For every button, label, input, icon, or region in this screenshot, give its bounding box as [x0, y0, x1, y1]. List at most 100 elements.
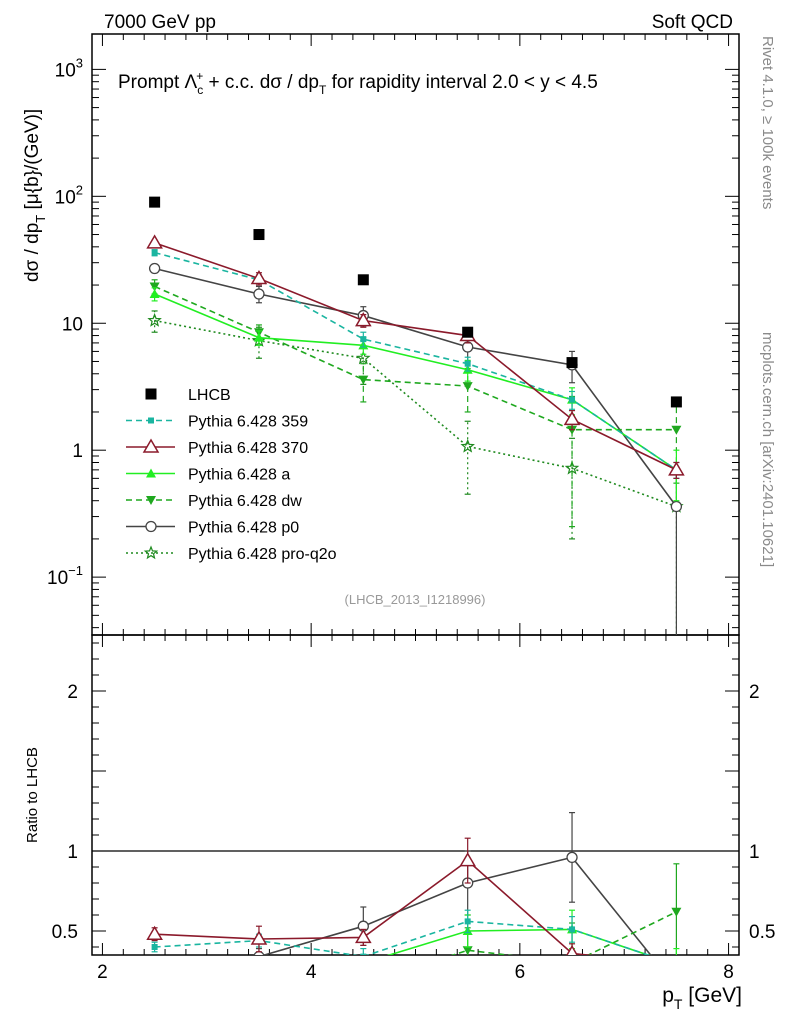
y-tick-base: 10 — [55, 187, 76, 208]
ratio-point — [150, 972, 160, 981]
energy-label: 7000 GeV pp — [104, 12, 216, 33]
series-line — [154, 319, 677, 508]
ratio-tick-label: 0.5 — [52, 922, 78, 943]
main-data-layer — [146, 196, 685, 635]
legend-label: Pythia 6.428 dw — [188, 493, 302, 510]
legend-label: Pythia 6.428 a — [188, 467, 290, 484]
legend-marker — [142, 438, 160, 453]
y-tick-label: 10−1 — [47, 563, 83, 589]
ratio-point — [569, 926, 576, 933]
data-point — [148, 262, 161, 275]
ratio-tick-label: 1 — [67, 842, 78, 863]
y-axis-label: dσ / dpT [μ{b}/(GeV)] — [22, 109, 48, 282]
ratio-point — [355, 928, 372, 944]
data-point — [355, 312, 372, 327]
series-line — [154, 285, 677, 431]
ratio-point — [253, 950, 265, 955]
y-tick-base: 10 — [55, 60, 76, 81]
legend-entry: Pythia 6.428 dw — [126, 493, 302, 510]
ratio-point — [671, 907, 682, 917]
ratio-tick-label: 2 — [749, 682, 760, 703]
ratio-point — [253, 981, 264, 992]
ratio-point — [360, 953, 367, 955]
ratio-line — [154, 859, 595, 955]
data-point — [147, 312, 162, 327]
x-tick-label: 8 — [723, 962, 734, 983]
ratio-point — [567, 959, 577, 968]
ratio-series-pythia-6-428-dw — [150, 863, 682, 990]
y-tick-exp: −1 — [68, 563, 83, 578]
x-tick-label: 4 — [306, 962, 317, 983]
series-pythia-6-428-dw — [149, 279, 682, 528]
x-tick-label: 6 — [515, 962, 526, 983]
legend-entry: Pythia 6.428 p0 — [126, 520, 299, 537]
y-tick-label: 102 — [55, 182, 83, 208]
ratio-series-pythia-6-428-359 — [151, 909, 651, 955]
ratio-point — [149, 986, 160, 997]
ratio-point — [358, 967, 369, 978]
y-label-main: dσ / dp — [22, 223, 43, 282]
ratio-series-pythia-6-428-p0 — [150, 811, 652, 968]
ratio-series-pythia-6-428-pro-q2o — [149, 960, 682, 1010]
data-point — [358, 375, 369, 385]
ratio-series-pythia-6-428-370 — [146, 837, 683, 970]
data-point — [357, 274, 369, 286]
legend-marker — [143, 545, 159, 560]
data-point — [460, 438, 475, 453]
legend-label: LHCB — [188, 387, 231, 404]
ratio-point — [462, 946, 473, 955]
x-label-unit: [GeV] — [682, 984, 742, 1007]
ratio-line — [155, 973, 677, 992]
main-panel-frame — [91, 33, 740, 636]
data-point — [671, 425, 682, 435]
rivet-label: Rivet 4.1.0, ≥ 100k events — [759, 36, 776, 209]
title-sub: c — [197, 83, 203, 97]
mcplots-label: mcplots.cern.ch [arXiv:2401.10621] — [759, 332, 776, 567]
legend: LHCB Pythia 6.428 359 Pythia 6.428 370 Pyth… — [126, 387, 337, 563]
series-line — [154, 242, 677, 471]
legend-entry: Pythia 6.428 a — [126, 467, 290, 484]
y-tick-label: 10 — [62, 314, 83, 335]
category-label: Soft QCD — [652, 12, 733, 33]
y-tick-exp: 2 — [76, 182, 83, 197]
ratio-point — [250, 930, 268, 945]
ratio-point — [464, 918, 471, 925]
legend-label: Pythia 6.428 359 — [188, 414, 308, 431]
data-point — [464, 360, 471, 367]
y-tick-base: 10 — [47, 568, 68, 589]
series-line — [154, 251, 677, 471]
title-prefix: Prompt Λ — [118, 72, 198, 93]
data-point — [462, 382, 473, 392]
ratio-axis-ticks: 2 4 6 8 0.5 0.5 1 1 2 2 — [52, 635, 775, 983]
title-sup: + — [196, 69, 203, 83]
y-tick-label: 1 — [72, 441, 83, 462]
ratio-point — [358, 958, 368, 967]
ratio-point — [150, 976, 160, 985]
data-point — [253, 288, 265, 300]
legend-marker — [145, 520, 157, 533]
data-point — [670, 500, 683, 513]
ratio-data-layer — [146, 811, 683, 1010]
legend-label: Pythia 6.428 pro-q2o — [188, 546, 337, 563]
y-tick-exp: 3 — [76, 55, 83, 70]
data-point — [563, 410, 581, 426]
ratio-tick-label: 0.5 — [749, 922, 775, 943]
data-point — [253, 229, 265, 241]
ratio-point — [254, 980, 264, 989]
ratio-point — [358, 981, 368, 990]
ratio-line — [154, 920, 651, 955]
ratio-panel-frame — [91, 634, 740, 956]
ratio-point — [150, 958, 160, 968]
legend-label: Pythia 6.428 p0 — [188, 520, 299, 537]
analysis-id: (LHCB_2013_I1218996) — [345, 592, 486, 607]
legend-marker — [148, 417, 154, 424]
data-point — [250, 270, 268, 285]
ratio-tick-label: 1 — [749, 842, 760, 863]
ratio-tick-label: 2 — [67, 682, 78, 703]
ratio-point — [566, 981, 577, 992]
data-point — [149, 282, 160, 292]
ratio-point — [669, 958, 683, 970]
title-sub2: T — [319, 83, 327, 97]
data-point — [146, 234, 163, 249]
